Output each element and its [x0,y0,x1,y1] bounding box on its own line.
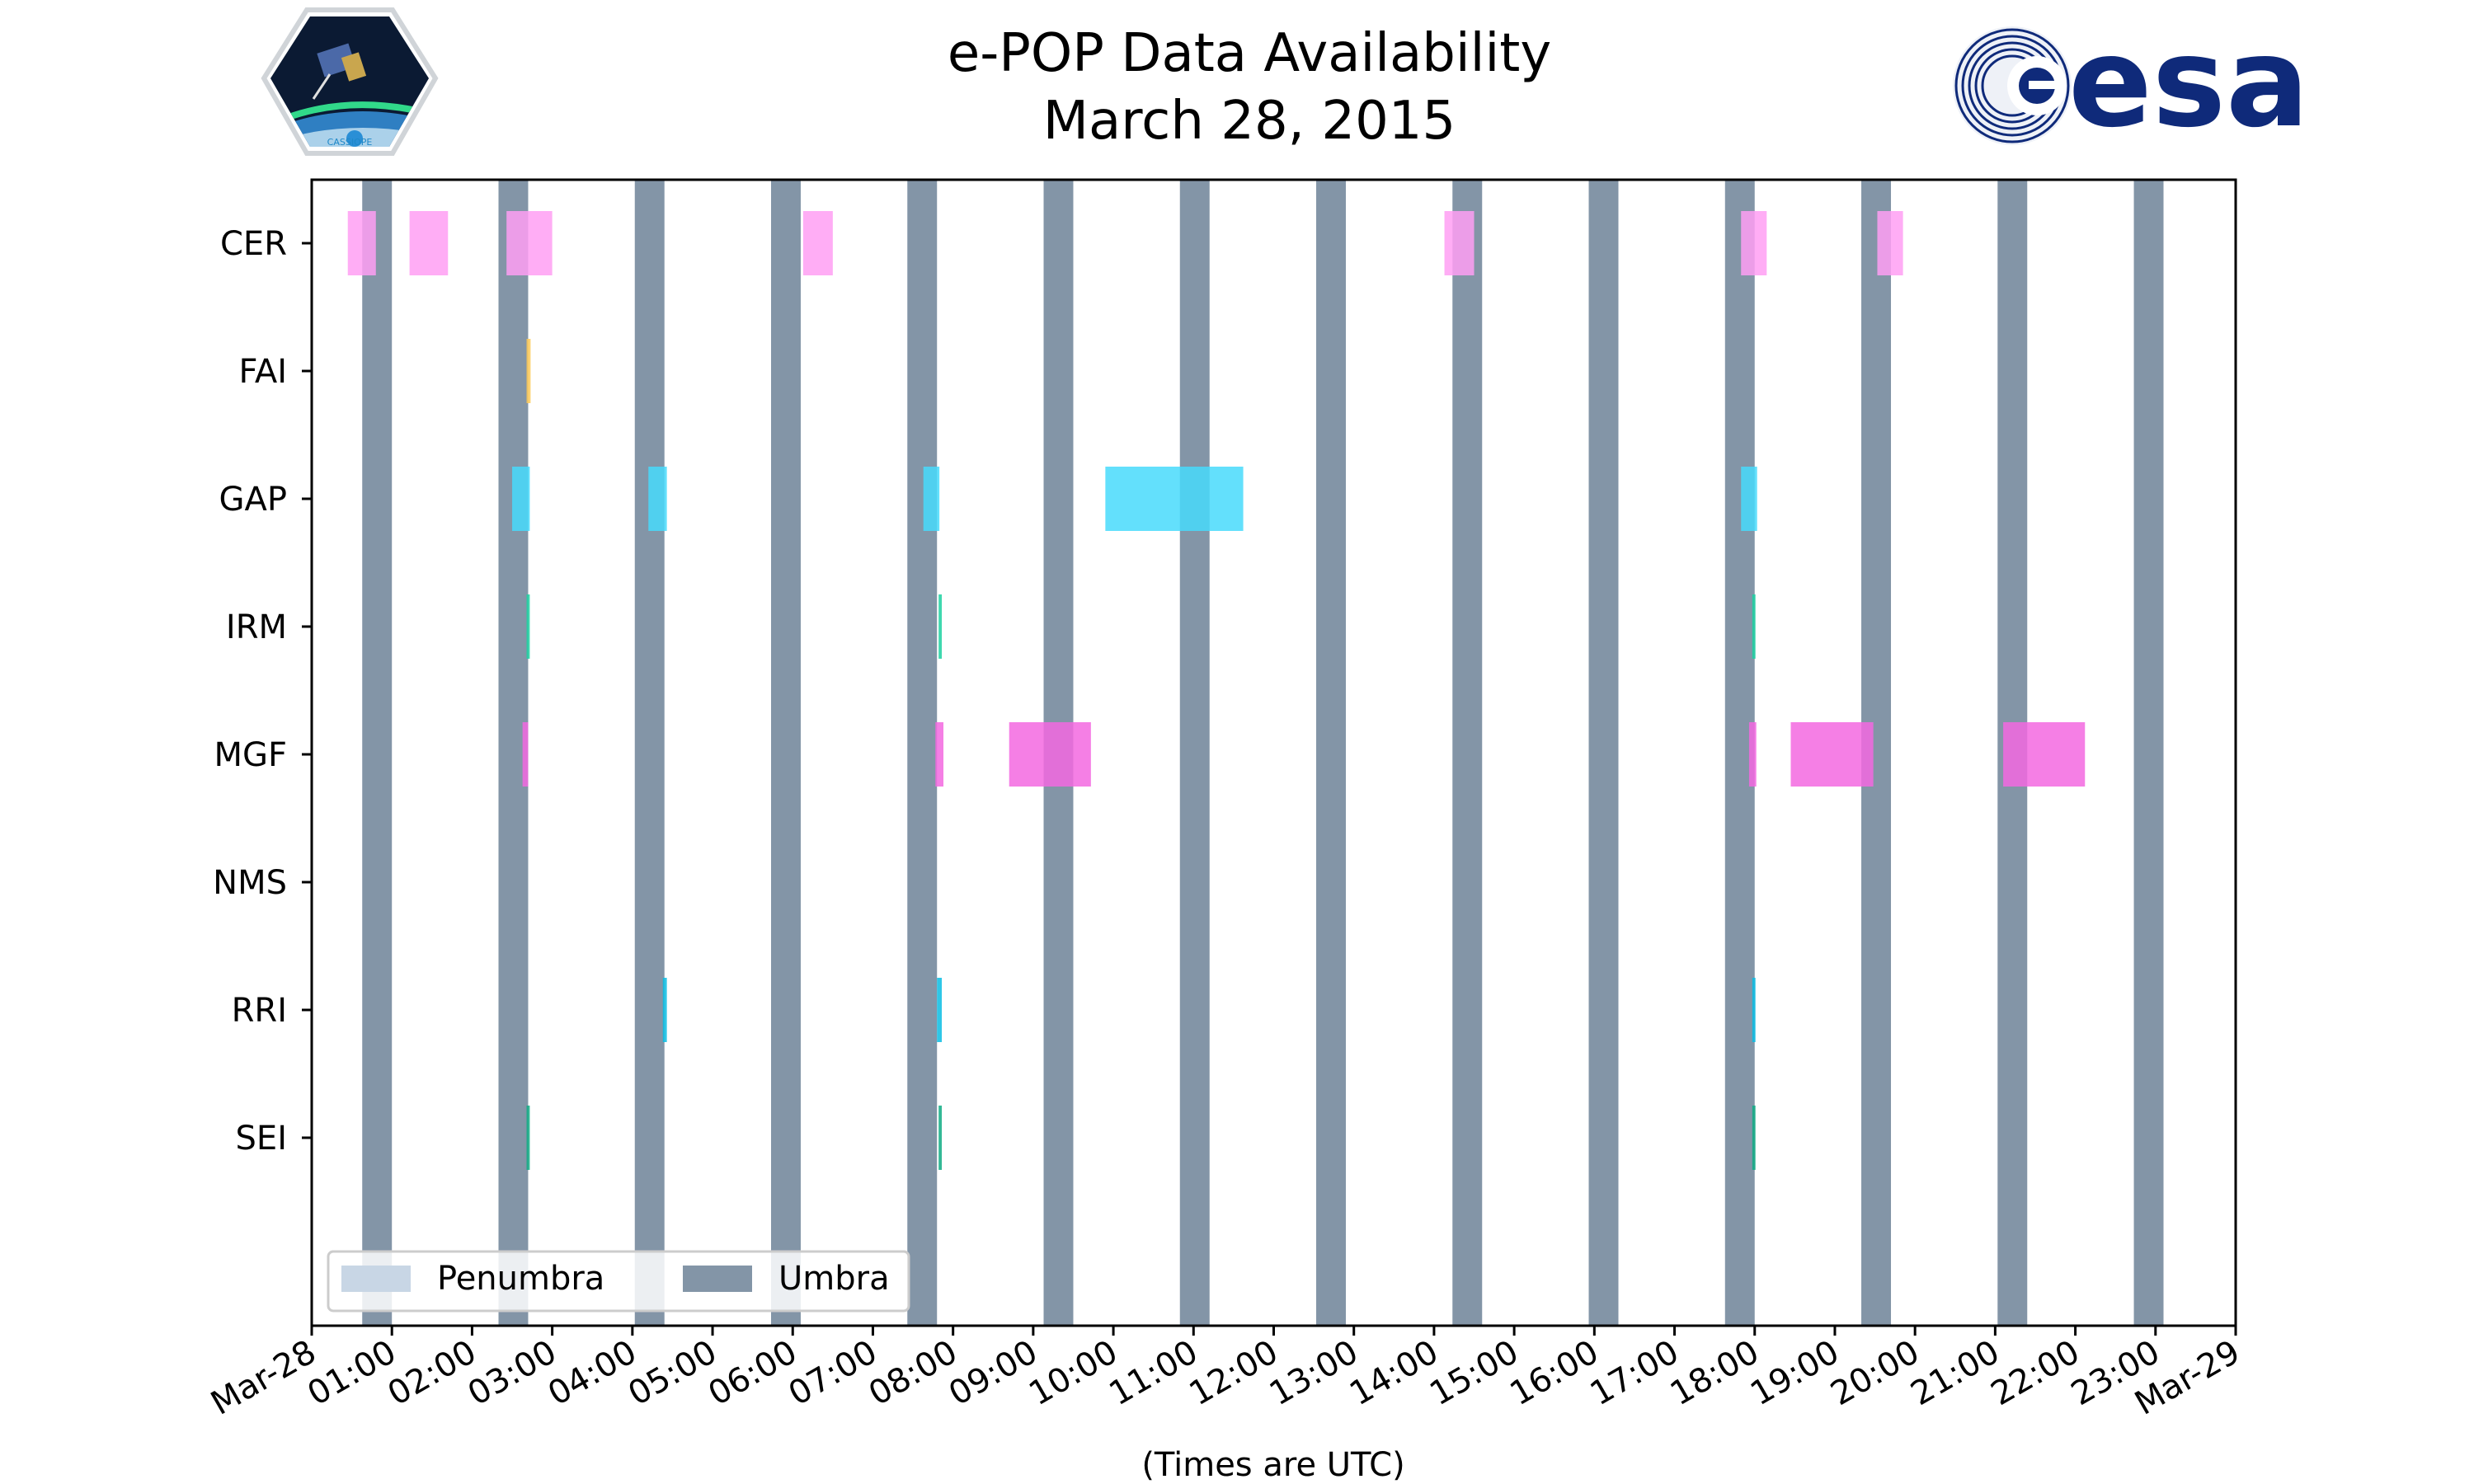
y-tick-label: RRI [232,992,287,1030]
x-tick-label: 01:00 [301,1333,402,1413]
data-interval-mgf [1790,722,1874,787]
x-tick-label: 14:00 [1343,1333,1445,1413]
x-tick-label: 21:00 [1905,1333,2006,1413]
x-tick-label: 19:00 [1744,1333,1846,1413]
legend-box [327,1250,910,1313]
data-interval-sei [938,1106,943,1170]
data-series [347,211,2086,1170]
data-interval-mgf [935,722,944,787]
plot-frame [310,178,2237,1327]
data-interval-mgf [1009,722,1091,787]
data-interval-mgf [1748,722,1757,787]
x-tick-label: 10:00 [1023,1333,1124,1413]
umbra-band [907,180,938,1326]
cassiope-logo-text: CASSIOPE [327,137,373,148]
data-interval-cer [347,211,376,275]
x-tick-label: 02:00 [382,1333,483,1413]
umbra-band [634,180,665,1326]
umbra-band [1316,180,1346,1326]
chart-subtitle: March 28, 2015 [1043,91,1456,152]
y-axis: CER FAI GAP IRM MGF NMS RRI SEI [213,225,312,1158]
x-tick-label: 06:00 [702,1333,803,1413]
y-tick-label: FAI [239,353,288,391]
umbra-band [1452,180,1483,1326]
umbra-band [1179,180,1210,1326]
data-interval-gap [923,467,940,531]
x-tick-label: 08:00 [863,1333,964,1413]
data-interval-rri [937,978,943,1042]
chart-title: e-POP Data Availability [948,23,1551,84]
x-tick-label: 11:00 [1103,1333,1204,1413]
y-tick-label: MGF [214,736,287,774]
y-tick-label: IRM [226,608,287,646]
x-tick-label: 03:00 [462,1333,563,1413]
data-interval-gap [1105,467,1244,531]
x-tick-label: 16:00 [1503,1333,1605,1413]
data-interval-gap [512,467,530,531]
data-interval-cer [1877,211,1903,275]
y-tick-label: NMS [213,864,287,902]
x-tick-label: 04:00 [542,1333,643,1413]
y-tick-label: CER [220,225,287,263]
data-interval-sei [526,1106,530,1170]
data-interval-gap [648,467,667,531]
legend-penumbra-label: Penumbra [437,1260,604,1298]
umbra-band [2133,180,2164,1326]
x-tick-label: 20:00 [1824,1333,1926,1413]
data-interval-rri [1752,978,1756,1042]
data-interval-gap [1741,467,1757,531]
legend-penumbra-swatch [341,1266,411,1292]
y-tick-label: SEI [236,1120,287,1158]
data-interval-rri [662,978,667,1042]
x-tick-label: 09:00 [943,1333,1044,1413]
data-interval-cer [1444,211,1475,275]
data-interval-irm [938,594,943,659]
x-tick-label: 05:00 [622,1333,723,1413]
x-tick-label: 22:00 [1985,1333,2086,1413]
x-tick-label: 17:00 [1584,1333,1686,1413]
data-interval-cer [802,211,833,275]
esa-logo: esa [1953,12,2309,155]
legend-umbra-label: Umbra [778,1260,890,1298]
legend: Penumbra Umbra [327,1250,910,1313]
data-interval-cer [506,211,553,275]
umbra-band [362,180,393,1326]
data-interval-cer [409,211,449,275]
x-tick-label: 18:00 [1664,1333,1766,1413]
x-axis: Mar-2801:0002:0003:0004:0005:0006:0007:0… [205,1326,2246,1423]
x-tick-label: 13:00 [1263,1333,1365,1413]
esa-logo-text: esa [2068,12,2309,155]
umbra-bands [362,180,2164,1326]
data-interval-irm [1752,594,1756,659]
legend-umbra-swatch [683,1266,752,1292]
data-interval-cer [1741,211,1767,275]
umbra-band [1588,180,1619,1326]
data-interval-mgf [2003,722,2086,787]
umbra-band [771,180,801,1326]
data-interval-irm [526,594,530,659]
x-tick-label: 07:00 [783,1333,884,1413]
plot-border [310,178,2237,1327]
x-tick-label: 12:00 [1183,1333,1285,1413]
data-interval-fai [526,339,531,403]
cassiope-logo: CASSIOPE [261,7,439,156]
data-interval-sei [1752,1106,1756,1170]
x-axis-label: (Times are UTC) [1141,1446,1404,1484]
data-interval-mgf [522,722,529,787]
y-tick-label: GAP [219,481,287,519]
x-tick-label: 15:00 [1423,1333,1525,1413]
